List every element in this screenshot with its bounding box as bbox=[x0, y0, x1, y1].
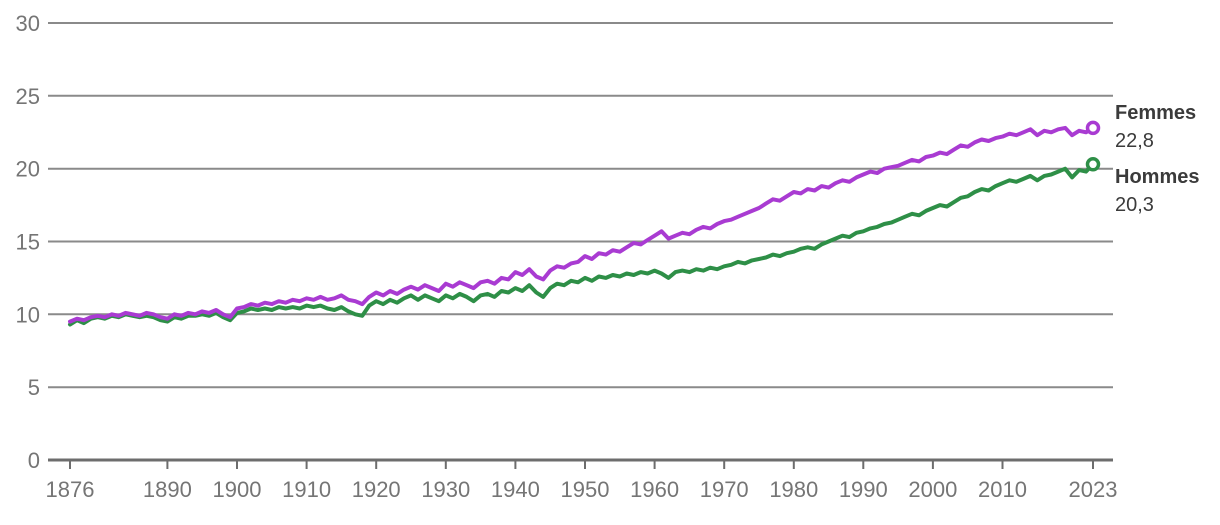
x-tick-label: 2023 bbox=[1069, 477, 1118, 502]
y-tick-label: 15 bbox=[16, 230, 40, 255]
x-tick-label: 1876 bbox=[46, 477, 95, 502]
x-tick-label: 2010 bbox=[978, 477, 1027, 502]
x-tick-label: 1890 bbox=[143, 477, 192, 502]
femmes-series-name: Femmes bbox=[1115, 102, 1197, 124]
y-tick-label: 30 bbox=[16, 11, 40, 36]
x-tick-label: 1970 bbox=[700, 477, 749, 502]
series-end-marker-femmes bbox=[1085, 120, 1101, 136]
femmes-end-label: Femmes 22,8 bbox=[1115, 99, 1219, 155]
x-tick-label: 1930 bbox=[421, 477, 470, 502]
y-tick-label: 20 bbox=[16, 157, 40, 182]
y-tick-label: 5 bbox=[28, 375, 40, 400]
y-tick-label: 0 bbox=[28, 448, 40, 473]
series-end-marker-hommes bbox=[1085, 157, 1101, 172]
hommes-series-value: 20,3 bbox=[1115, 194, 1154, 216]
hommes-series-name: Hommes bbox=[1115, 166, 1200, 188]
y-tick-label: 10 bbox=[16, 302, 40, 327]
x-tick-label: 1980 bbox=[769, 477, 818, 502]
x-tick-label: 1900 bbox=[213, 477, 262, 502]
x-tick-label: 1940 bbox=[491, 477, 540, 502]
series-line-femmes bbox=[68, 125, 1095, 324]
x-tick-label: 1960 bbox=[630, 477, 679, 502]
hommes-end-label: Hommes 20,3 bbox=[1115, 163, 1219, 219]
y-tick-label: 25 bbox=[16, 84, 40, 109]
series-line-hommes bbox=[68, 162, 1095, 327]
x-tick-label: 1910 bbox=[282, 477, 331, 502]
x-tick-label: 1950 bbox=[561, 477, 610, 502]
femmes-series-value: 22,8 bbox=[1115, 130, 1154, 152]
x-tick-label: 1920 bbox=[352, 477, 401, 502]
x-tick-label: 1990 bbox=[839, 477, 888, 502]
x-tick-label: 2000 bbox=[908, 477, 957, 502]
